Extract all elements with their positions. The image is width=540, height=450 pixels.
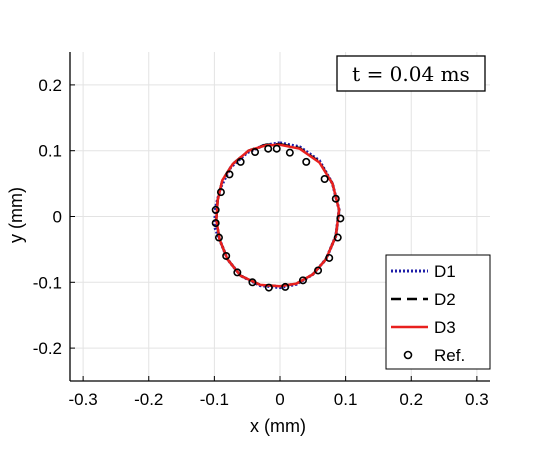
y-tick-label-4: 0.2 <box>38 76 62 95</box>
time-annotation-text: t = 0.04 ms <box>352 62 470 86</box>
legend-label-d2: D2 <box>434 290 456 309</box>
ref-point-5 <box>336 214 345 223</box>
ref-point-22 <box>264 144 273 153</box>
x-tick-label-5: 0.2 <box>399 390 423 409</box>
ref-point-12 <box>248 278 257 287</box>
ref-point-16 <box>211 219 220 228</box>
legend: D1 D2 D3 Ref. <box>385 254 491 370</box>
y-ticks: -0.2 -0.1 0 0.1 0.2 <box>33 76 75 358</box>
ref-point-10 <box>281 282 290 291</box>
y-tick-label-2: 0 <box>53 208 62 227</box>
ref-point-8 <box>314 266 323 275</box>
x-tick-label-3: 0 <box>275 390 284 409</box>
series <box>211 141 345 292</box>
ref-point-21 <box>251 148 260 157</box>
ref-point-9 <box>298 276 307 285</box>
ref-point-2 <box>302 157 311 166</box>
ref-point-3 <box>320 174 329 183</box>
grid <box>70 52 490 381</box>
legend-label-d3: D3 <box>434 318 456 337</box>
x-tick-label-2: -0.1 <box>200 390 229 409</box>
legend-label-ref: Ref. <box>434 346 465 365</box>
x-tick-label-0: -0.3 <box>68 390 97 409</box>
time-annotation: t = 0.04 ms <box>336 55 486 92</box>
ref-point-7 <box>325 253 334 262</box>
ref-point-0 <box>272 144 281 153</box>
ref-point-18 <box>216 188 225 197</box>
ref-point-6 <box>333 233 342 242</box>
y-axis-label: y (mm) <box>6 187 26 243</box>
ref-point-14 <box>222 251 231 260</box>
ref-point-15 <box>214 233 223 242</box>
ref-point-20 <box>236 157 245 166</box>
ref-point-1 <box>285 148 294 157</box>
ref-point-19 <box>225 170 234 179</box>
x-ticks: -0.3 -0.2 -0.1 0 0.1 0.2 0.3 <box>68 376 489 409</box>
legend-label-d1: D1 <box>434 262 456 281</box>
y-tick-label-0: -0.2 <box>33 339 62 358</box>
x-tick-label-1: -0.2 <box>134 390 163 409</box>
x-tick-label-6: 0.3 <box>465 390 489 409</box>
series-d3-line <box>215 143 341 288</box>
ref-point-13 <box>233 268 242 277</box>
x-axis-label: x (mm) <box>250 416 306 436</box>
y-tick-label-1: -0.1 <box>33 273 62 292</box>
ref-point-11 <box>264 283 273 292</box>
ref-point-4 <box>331 194 340 203</box>
ref-point-17 <box>211 205 220 214</box>
legend-swatch-ref <box>403 350 413 360</box>
y-tick-label-3: 0.1 <box>38 142 62 161</box>
x-tick-label-4: 0.1 <box>334 390 358 409</box>
legend-box <box>385 254 491 370</box>
